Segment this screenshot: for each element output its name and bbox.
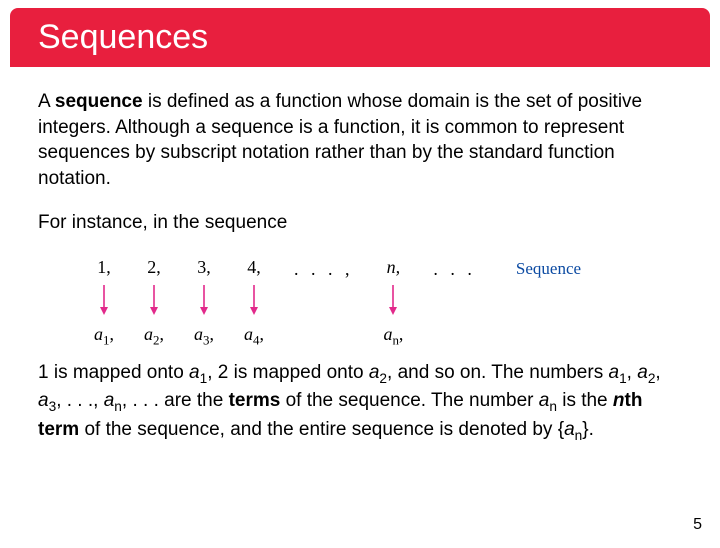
p3-s3b: a bbox=[38, 390, 49, 411]
p3-nth-i: n bbox=[613, 390, 625, 411]
page-number: 5 bbox=[693, 516, 702, 534]
p3-a2s: 2 bbox=[379, 371, 387, 386]
arrow-down-icon bbox=[248, 283, 260, 322]
diagram-column-4: 4, a4, bbox=[244, 257, 264, 346]
p3-setb: a bbox=[564, 419, 575, 440]
p3-anb: a bbox=[539, 390, 550, 411]
diagram-column-1: 1, a1, bbox=[94, 257, 114, 346]
p3-a2b: a bbox=[369, 362, 380, 383]
diagram-top-3: 3, bbox=[197, 257, 211, 279]
arrow-down-icon bbox=[148, 283, 160, 322]
p3-c3: , . . ., bbox=[56, 390, 104, 411]
diagram-label: Sequence bbox=[516, 257, 581, 279]
p3-ans: n bbox=[549, 399, 557, 414]
arrow-down-icon bbox=[98, 283, 110, 322]
diagram-top-n: n, bbox=[387, 257, 401, 279]
diagram-column-2: 2, a2, bbox=[144, 257, 164, 346]
p3-c2: , bbox=[655, 362, 660, 383]
p3-c4: , . . . are the bbox=[122, 390, 229, 411]
diagram-column-3: 3, a3, bbox=[194, 257, 214, 346]
p3-t7: }. bbox=[582, 419, 594, 440]
paragraph-3: 1 is mapped onto a1, 2 is mapped onto a2… bbox=[38, 360, 682, 445]
p3-s1b: a bbox=[608, 362, 619, 383]
diagram-dots-end: . . . bbox=[433, 257, 476, 280]
paragraph-2: For instance, in the sequence bbox=[38, 210, 682, 236]
diagram-top-1: 1, bbox=[97, 257, 111, 279]
diagram-bottom-4: a4, bbox=[244, 324, 264, 346]
diagram-bottom-3: a3, bbox=[194, 324, 214, 346]
slide-title: Sequences bbox=[10, 8, 710, 67]
p1-bold-sequence: sequence bbox=[55, 91, 143, 112]
p3-t5: is the bbox=[557, 390, 613, 411]
diagram-top-2: 2, bbox=[147, 257, 161, 279]
p3-sns: n bbox=[114, 399, 122, 414]
p1-pre: A bbox=[38, 91, 55, 112]
diagram-bottom-2: a2, bbox=[144, 324, 164, 346]
arrow-down-icon bbox=[387, 283, 399, 322]
p3-t1: 1 is mapped onto bbox=[38, 362, 189, 383]
diagram-bottom-n: an, bbox=[383, 324, 403, 346]
p3-t2: , 2 is mapped onto bbox=[207, 362, 369, 383]
p3-terms: terms bbox=[229, 390, 281, 411]
p3-t3: , and so on. The numbers bbox=[387, 362, 608, 383]
p3-a1b: a bbox=[189, 362, 200, 383]
diagram-dots-mid: . . . , bbox=[294, 257, 354, 280]
slide-content: A sequence is defined as a function whos… bbox=[0, 67, 720, 445]
p3-s2b: a bbox=[637, 362, 648, 383]
sequence-diagram: 1, a1, 2, a2, 3, a3, 4, a4, . . . , n, an, . .… bbox=[38, 253, 682, 360]
arrow-down-icon bbox=[198, 283, 210, 322]
p3-t4: of the sequence. The number bbox=[280, 390, 538, 411]
diagram-bottom-1: a1, bbox=[94, 324, 114, 346]
p3-snb: a bbox=[104, 390, 115, 411]
p3-c1: , bbox=[627, 362, 638, 383]
paragraph-1: A sequence is defined as a function whos… bbox=[38, 89, 682, 192]
p3-t6: of the sequence, and the entire sequence… bbox=[79, 419, 564, 440]
p3-s1s: 1 bbox=[619, 371, 627, 386]
diagram-column-n: n, an, bbox=[383, 257, 403, 346]
diagram-top-4: 4, bbox=[247, 257, 261, 279]
